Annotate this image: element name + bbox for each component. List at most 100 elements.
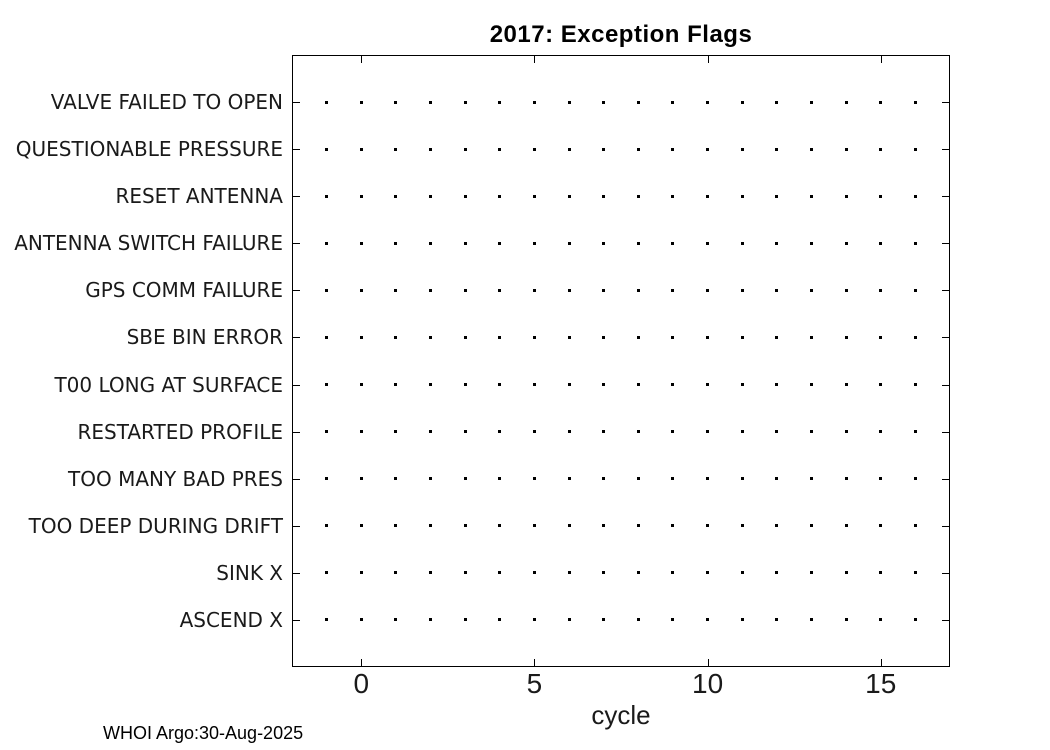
marker-dot [913,194,917,198]
marker-dot [740,147,744,151]
marker-dot [463,618,467,622]
marker-dot [913,430,917,434]
x-tick-bottom [707,659,709,666]
marker-dot [913,477,917,481]
marker-dot [671,335,675,339]
x-tick-bottom [880,659,882,666]
marker-dot [671,618,675,622]
marker-dot [602,288,606,292]
y-tick-right [942,102,949,104]
marker-dot [567,477,571,481]
marker-dot [706,147,710,151]
marker-dot [913,335,917,339]
marker-dot [809,335,813,339]
marker-dot [532,335,536,339]
marker-dot [844,571,848,575]
y-tick-left [293,572,300,574]
x-tick-label: 15 [865,668,897,699]
marker-dot [775,430,779,434]
marker-dot [429,430,433,434]
marker-dot [325,477,329,481]
marker-dot [740,100,744,104]
marker-dot [429,147,433,151]
marker-dot [429,100,433,104]
marker-dot [498,335,502,339]
marker-dot [498,571,502,575]
marker-dot [809,477,813,481]
marker-dot [879,335,883,339]
marker-dot [636,100,640,104]
marker-dot [879,571,883,575]
marker-dot [498,100,502,104]
marker-dot [359,288,363,292]
y-tick-label: SBE BIN ERROR [126,325,283,350]
y-tick-left [293,384,300,386]
marker-dot [844,335,848,339]
marker-dot [602,571,606,575]
marker-dot [602,524,606,528]
x-tick-bottom [534,659,536,666]
marker-dot [879,288,883,292]
marker-dot [429,288,433,292]
y-tick-left [293,431,300,433]
marker-dot [706,194,710,198]
marker-dot [740,383,744,387]
marker-dot [706,335,710,339]
marker-dot [602,383,606,387]
marker-dot [775,335,779,339]
marker-dot [359,383,363,387]
marker-dot [567,194,571,198]
marker-dot [429,618,433,622]
marker-dot [706,241,710,245]
marker-dot [498,524,502,528]
marker-dot [602,477,606,481]
y-tick-label: ANTENNA SWITCH FAILURE [14,231,283,256]
marker-dot [671,194,675,198]
marker-dot [463,335,467,339]
marker-dot [879,100,883,104]
marker-dot [706,477,710,481]
marker-dot [567,100,571,104]
marker-dot [325,430,329,434]
marker-dot [463,147,467,151]
marker-dot [775,477,779,481]
plot-area [292,55,950,667]
marker-dot [913,383,917,387]
marker-dot [325,571,329,575]
y-tick-right [942,384,949,386]
marker-dot [636,335,640,339]
marker-dot [636,383,640,387]
marker-dot [567,335,571,339]
marker-dot [498,147,502,151]
marker-dot [809,430,813,434]
marker-dot [325,100,329,104]
marker-dot [532,288,536,292]
marker-dot [567,571,571,575]
x-tick-label: 0 [353,668,370,699]
marker-dot [532,147,536,151]
marker-dot [463,430,467,434]
marker-dot [359,571,363,575]
marker-dot [532,524,536,528]
marker-dot [671,100,675,104]
marker-dot [775,383,779,387]
marker-dot [359,477,363,481]
marker-dot [394,288,398,292]
y-tick-left [293,619,300,621]
marker-dot [740,571,744,575]
marker-dot [567,524,571,528]
marker-dot [775,241,779,245]
x-tick-label: 5 [526,668,543,699]
marker-dot [325,618,329,622]
marker-dot [879,477,883,481]
marker-dot [498,477,502,481]
marker-dot [532,100,536,104]
marker-dot [394,335,398,339]
y-tick-label: ASCEND X [179,607,283,632]
marker-dot [567,383,571,387]
marker-dot [671,241,675,245]
marker-dot [359,147,363,151]
marker-dot [359,100,363,104]
marker-dot [532,194,536,198]
